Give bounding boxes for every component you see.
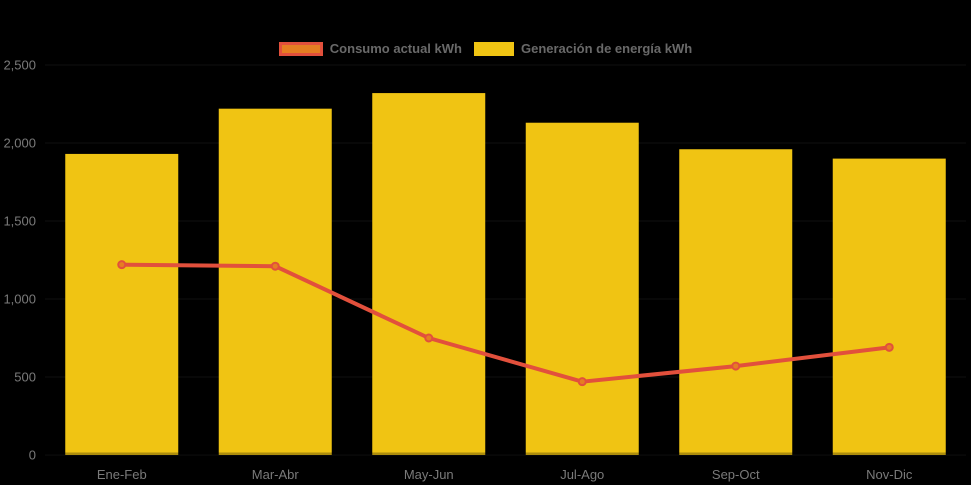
x-axis-category-label: Mar-Abr [252, 467, 300, 482]
bar-generacion-energia[interactable] [65, 153, 179, 456]
data-point-consumo[interactable] [577, 377, 587, 387]
x-axis-category-label: Nov-Dic [866, 467, 913, 482]
y-axis-tick-label: 2,500 [3, 58, 36, 73]
y-axis-tick-label: 500 [14, 370, 36, 385]
data-point-consumo[interactable] [731, 361, 741, 371]
legend-label-generacion: Generación de energía kWh [520, 41, 693, 56]
x-axis-category-label: Ene-Feb [97, 467, 147, 482]
legend-item-consumo-actual[interactable]: Consumo actual kWh [278, 41, 462, 56]
legend-swatch-generacion-bar [473, 42, 514, 56]
bar-generacion-energia[interactable] [832, 158, 946, 455]
legend-swatch-consumo-line [278, 42, 323, 56]
x-axis-baseline [45, 452, 966, 455]
y-axis-tick-label: 2,000 [3, 136, 36, 151]
bar-generacion-energia[interactable] [218, 108, 332, 456]
data-point-consumo[interactable] [117, 260, 127, 270]
line-consumo-actual [119, 262, 892, 384]
y-axis-tick-label: 1,500 [3, 214, 36, 229]
bar-generacion-energia[interactable] [372, 93, 486, 455]
x-axis-category-label: Sep-Oct [712, 467, 760, 482]
data-point-consumo[interactable] [884, 342, 894, 352]
y-axis-tick-label: 0 [29, 448, 36, 463]
x-axis-category-label: Jul-Ago [560, 467, 604, 482]
legend-label-consumo: Consumo actual kWh [329, 41, 462, 56]
y-axis-tick-label: 1,000 [3, 292, 36, 307]
legend-item-generacion-energia[interactable]: Generación de energía kWh [473, 41, 693, 56]
bar-generacion-energia[interactable] [525, 122, 639, 455]
data-point-consumo[interactable] [270, 261, 280, 271]
chart-legend: Consumo actual kWh Generación de energía… [0, 42, 971, 56]
data-point-consumo[interactable] [424, 333, 434, 343]
x-axis-category-label: May-Jun [404, 467, 454, 482]
bar-generacion-energia[interactable] [679, 149, 793, 456]
